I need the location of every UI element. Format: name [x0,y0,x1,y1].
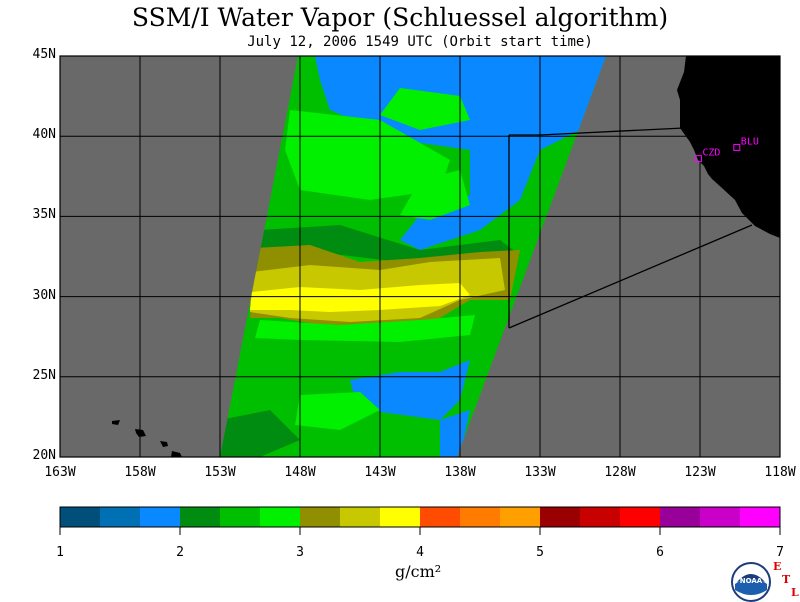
land-mass [677,56,780,238]
longitude-label: 118W [764,465,796,480]
colorbar-swatch [700,507,741,527]
noaa-logo: NOAA [731,562,771,602]
colorbar-tick-label: 5 [536,545,544,560]
latitude-label: 45N [32,47,56,62]
longitude-label: 148W [284,465,316,480]
station-marker [694,155,702,163]
colorbar-swatch [740,507,781,527]
etl-letter-t: T [782,573,791,586]
station-label: CZD [702,148,720,159]
station-label: BLU [741,136,759,147]
colorbar-swatch [340,507,381,527]
longitude-label: 123W [684,465,716,480]
colorbar-tick-label: 6 [656,545,664,560]
colorbar-swatch [180,507,221,527]
colorbar-swatch [140,507,181,527]
colorbar-tick-label: 1 [56,545,64,560]
latitude-label: 30N [32,287,56,303]
hawaii-island [171,451,182,457]
colorbar-tick-label: 2 [176,545,184,560]
noaa-logo-text: NOAA [740,577,763,585]
etl-letter-e: E [773,560,782,573]
colorbar-swatch [300,507,341,527]
colorbar-swatch [60,507,101,527]
colorbar-swatch [460,507,501,527]
colorbar-tick-label: 7 [776,545,784,560]
map-frame [59,55,781,458]
latitude-label: 25N [32,367,56,383]
colorbar [59,506,781,535]
hawaii-island [112,420,120,425]
longitude-label: 163W [44,465,76,480]
station-marker [733,143,741,151]
map-title: SSM/I Water Vapor (Schluessel algorithm) [131,3,669,32]
colorbar-tick-label: 3 [296,545,304,560]
hawaii-island [160,441,168,447]
latitude-label: 20N [32,448,56,463]
longitude-label: 158W [124,465,156,480]
colorbar-swatch [220,507,261,527]
longitude-label: 143W [364,465,396,480]
map-subtitle: July 12, 2006 1549 UTC (Orbit start time… [247,34,593,50]
colorbar-tick-label: 4 [416,545,424,560]
colorbar-swatch [420,507,461,527]
colorbar-swatch [260,507,301,527]
colorbar-swatch [620,507,661,527]
colorbar-swatch [580,507,621,527]
colorbar-swatch [380,507,421,527]
colorbar-unit: g/cm² [395,562,442,581]
colorbar-swatch [500,507,541,527]
longitude-label: 133W [524,465,556,480]
colorbar-swatch [540,507,581,527]
colorbar-swatch [660,507,701,527]
longitude-label: 153W [204,465,236,480]
latitude-label: 35N [32,207,56,223]
longitude-label: 128W [604,465,636,480]
longitude-label: 138W [444,465,476,480]
etl-letter-l: L [791,586,799,599]
colorbar-swatch [100,507,141,527]
latitude-label: 40N [32,127,56,143]
